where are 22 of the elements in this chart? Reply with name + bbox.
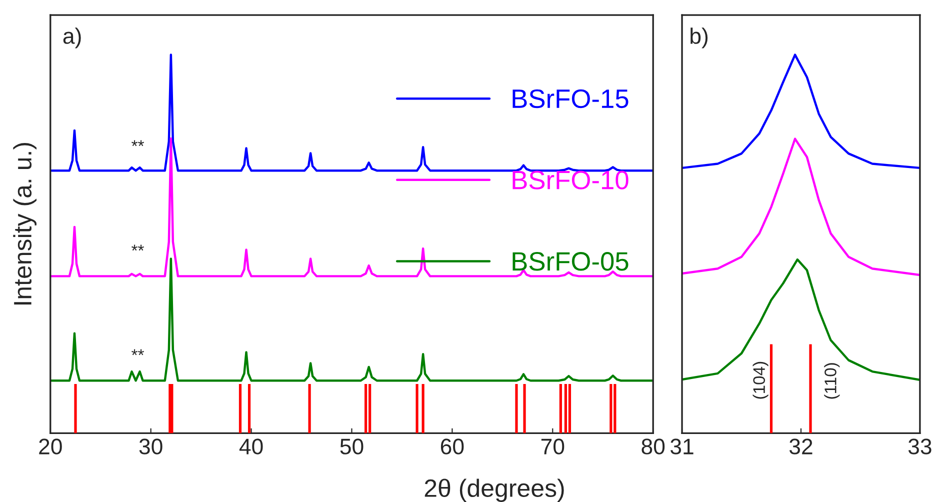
x-tick-label: 80 <box>642 438 665 454</box>
text: b) <box>690 28 708 48</box>
x-tick-label: 33 <box>908 438 932 454</box>
legend-label: BSrFO-10 <box>512 170 628 190</box>
annotation: (110) <box>824 363 840 399</box>
annotation: ** <box>132 349 144 356</box>
x-tick-label: 50 <box>340 438 364 454</box>
x-tick-label: 70 <box>541 438 564 454</box>
annotation: ** <box>132 140 144 146</box>
x-tick-label: 20 <box>39 438 62 454</box>
x-tick-label: 30 <box>139 438 162 454</box>
x-tick-label: 31 <box>670 438 694 454</box>
x-tick-label: 40 <box>239 438 263 454</box>
text: a) <box>63 28 81 48</box>
x-axis-title: 2θ (degrees) <box>424 478 564 502</box>
x-tick-label: 32 <box>789 438 812 454</box>
annotation: (104) <box>752 362 768 399</box>
legend-label: BSrFO-05 <box>512 252 628 271</box>
x-tick-label: 60 <box>440 438 464 454</box>
y-axis-title: Intensity (a. u.) <box>13 143 36 304</box>
legend-label: BSrFO-15 <box>512 89 628 108</box>
annotation: ** <box>132 244 144 251</box>
